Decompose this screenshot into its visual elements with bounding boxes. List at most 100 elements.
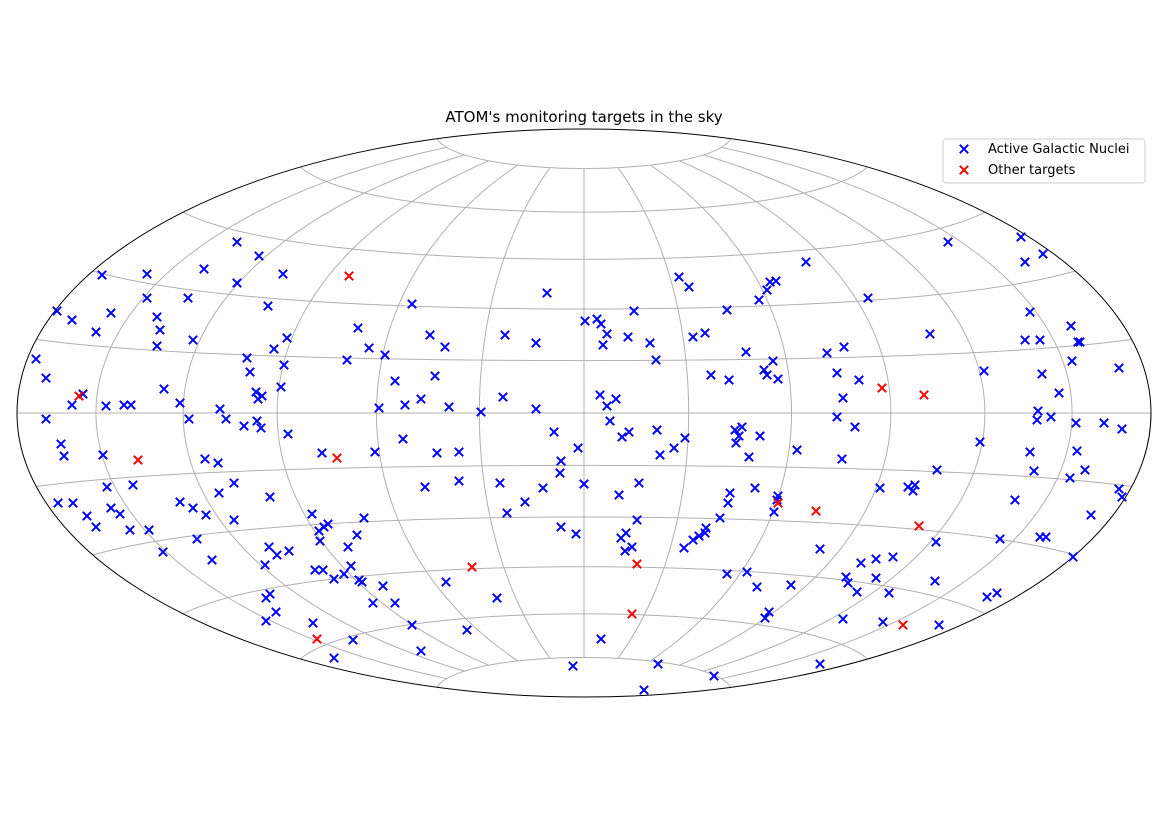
legend-marker-agn: [959, 144, 969, 154]
agn-marker: [1038, 249, 1048, 259]
agn-marker: [723, 498, 733, 508]
agn-marker: [605, 416, 615, 426]
agn-marker: [771, 276, 781, 286]
agn-marker: [684, 282, 694, 292]
agn-marker: [229, 515, 239, 525]
agn-marker: [1016, 232, 1026, 242]
agn-marker: [91, 327, 101, 337]
agn-marker: [639, 685, 649, 695]
agn-marker: [580, 316, 590, 326]
parallel-line: [92, 270, 1076, 310]
agn-marker: [126, 400, 136, 410]
agn-marker: [995, 534, 1005, 544]
agn-marker: [260, 560, 270, 570]
agn-marker: [201, 510, 211, 520]
agn-marker: [839, 342, 849, 352]
agn-marker: [152, 341, 162, 351]
agn-marker: [910, 480, 920, 490]
agn-marker: [602, 329, 612, 339]
agn-marker: [1071, 418, 1081, 428]
agn-marker: [398, 434, 408, 444]
agn-marker: [1117, 492, 1127, 502]
parallel-line: [182, 566, 986, 615]
agn-marker: [614, 490, 624, 500]
agn-marker: [495, 478, 505, 488]
agn-marker: [142, 269, 152, 279]
agn-marker: [773, 374, 783, 384]
agn-marker: [359, 513, 369, 523]
agn-marker: [318, 565, 328, 575]
agn-marker: [317, 448, 327, 458]
agn-marker: [346, 561, 356, 571]
agn-marker: [815, 659, 825, 669]
agn-marker: [863, 293, 873, 303]
agn-marker: [841, 572, 851, 582]
agn-marker: [155, 325, 165, 335]
agn-marker: [390, 376, 400, 386]
agn-marker: [53, 498, 63, 508]
agn-marker: [688, 332, 698, 342]
parallel-line: [436, 656, 732, 688]
agn-marker: [762, 285, 772, 295]
agn-marker: [56, 439, 66, 449]
agn-marker: [245, 367, 255, 377]
agn-marker: [760, 613, 770, 623]
agn-marker: [700, 328, 710, 338]
agn-marker: [538, 483, 548, 493]
agn-marker: [875, 483, 885, 493]
agn-marker: [975, 437, 985, 447]
agn-marker: [596, 319, 606, 329]
legend: Active Galactic Nuclei Other targets: [942, 138, 1146, 184]
agn-marker: [329, 574, 339, 584]
agn-marker: [31, 354, 41, 364]
agn-marker: [725, 488, 735, 498]
agn-marker: [762, 370, 772, 380]
parallel-line: [182, 211, 986, 260]
agn-marker: [679, 543, 689, 553]
other-target-marker: [312, 634, 322, 644]
agn-marker: [908, 486, 918, 496]
agn-marker: [462, 625, 472, 635]
agn-marker: [645, 338, 655, 348]
other-target-marker: [74, 391, 84, 401]
agn-marker: [183, 293, 193, 303]
agn-marker: [1080, 465, 1090, 475]
agn-marker: [307, 509, 317, 519]
other-target-marker: [811, 506, 821, 516]
agn-marker: [242, 353, 252, 363]
agn-marker: [264, 542, 274, 552]
agn-marker: [715, 513, 725, 523]
agn-marker: [214, 488, 224, 498]
agn-marker: [832, 412, 842, 422]
agn-marker: [611, 394, 621, 404]
agn-marker: [752, 582, 762, 592]
agn-marker: [82, 511, 92, 521]
agn-marker: [621, 528, 631, 538]
agn-marker: [1117, 424, 1127, 434]
agn-marker: [1086, 510, 1096, 520]
agn-marker: [67, 315, 77, 325]
agn-marker: [200, 454, 210, 464]
agn-marker: [792, 445, 802, 455]
agn-marker: [380, 350, 390, 360]
agn-marker: [694, 531, 704, 541]
agn-marker: [106, 503, 116, 513]
agn-marker: [91, 522, 101, 532]
agn-marker: [282, 333, 292, 343]
agn-marker: [1025, 447, 1035, 457]
agn-marker: [837, 454, 847, 464]
agn-marker: [454, 447, 464, 457]
agn-marker: [624, 427, 634, 437]
legend-label-agn: Active Galactic Nuclei: [988, 142, 1129, 157]
agn-marker: [772, 495, 782, 505]
parallel-line: [36, 339, 1132, 362]
agn-marker: [709, 671, 719, 681]
agn-marker: [542, 288, 552, 298]
agn-marker: [142, 293, 152, 303]
other-target-marker: [467, 562, 477, 572]
agn-marker: [357, 577, 367, 587]
agn-marker: [416, 646, 426, 656]
agn-marker: [531, 338, 541, 348]
agn-marker: [1029, 466, 1039, 476]
